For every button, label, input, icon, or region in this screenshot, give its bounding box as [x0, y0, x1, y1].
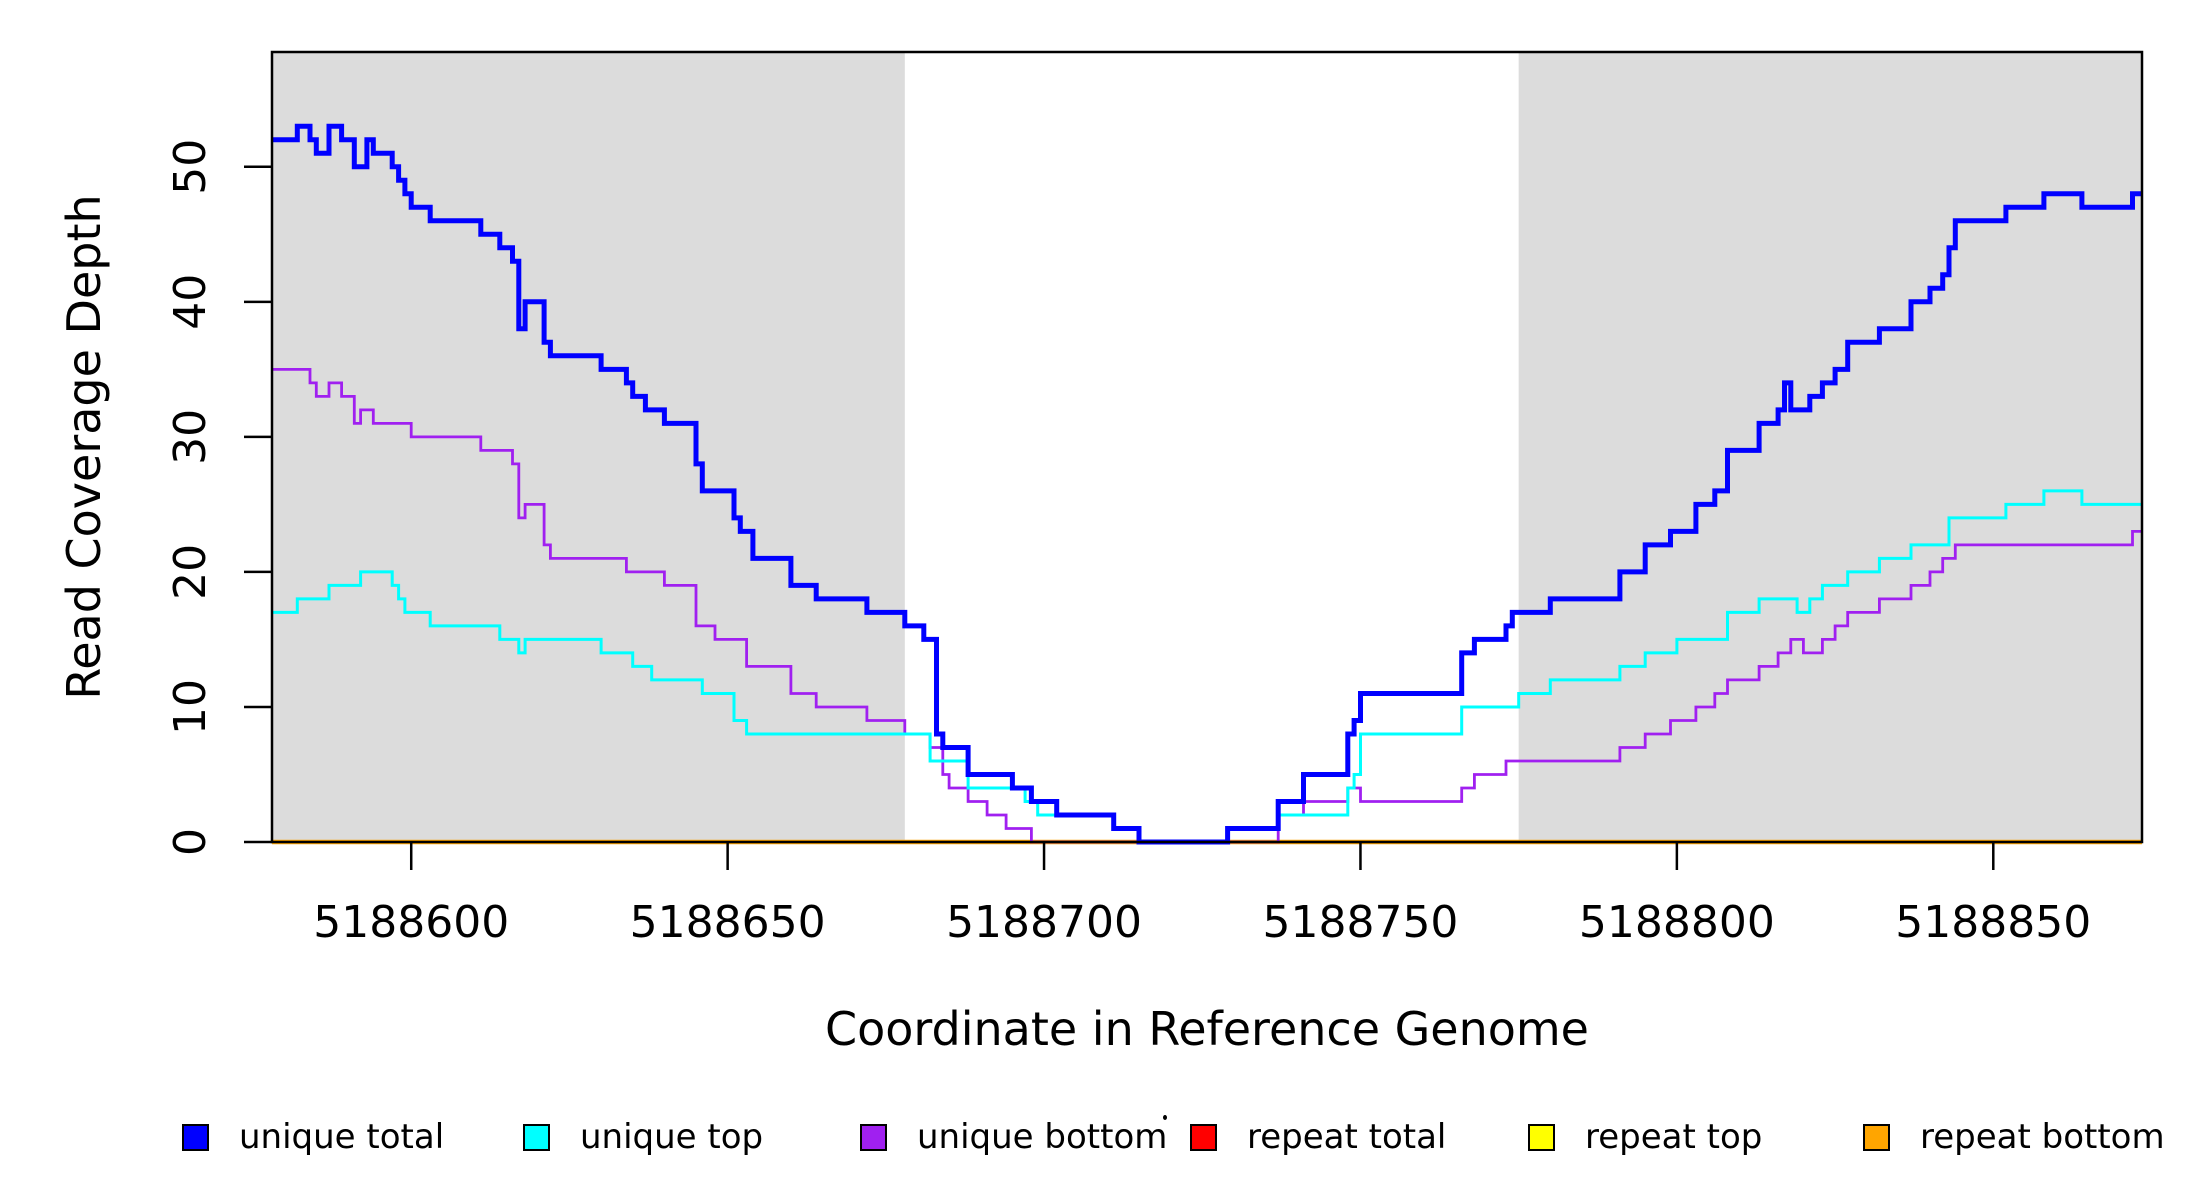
repeat-region-band: [1518, 52, 2142, 842]
y-tick-label: 40: [165, 274, 216, 330]
legend-swatch-icon: [1528, 1123, 1555, 1151]
x-tick-label: 5188750: [1262, 897, 1458, 948]
legend-swatch-icon: [1863, 1123, 1890, 1151]
x-tick-label: 5188600: [313, 897, 509, 948]
x-tick-label: 5188850: [1895, 897, 2091, 948]
legend-swatch-icon: [523, 1123, 550, 1151]
x-tick-label: 5188700: [946, 897, 1142, 948]
legend-swatch-icon: [182, 1123, 209, 1151]
x-tick-label: 5188650: [630, 897, 826, 948]
y-tick-label: 20: [165, 544, 216, 600]
x-tick-label: 5188800: [1579, 897, 1775, 948]
repeat-region-band: [272, 52, 905, 842]
legend-swatch-icon: [860, 1123, 887, 1151]
y-tick-label: 0: [165, 828, 216, 856]
legend-swatch-icon: [1190, 1123, 1217, 1151]
y-tick-label: 10: [165, 679, 216, 735]
legend-label: unique bottom: [917, 1117, 1168, 1157]
legend-item-unique-total: unique total: [182, 1120, 444, 1154]
legend-item-repeat-total: repeat total: [1190, 1120, 1446, 1154]
legend-item-unique-top: unique top: [523, 1120, 763, 1154]
x-axis-title: Coordinate in Reference Genome: [825, 1002, 1589, 1056]
legend-label: repeat total: [1247, 1117, 1447, 1157]
y-tick-label: 30: [165, 409, 216, 465]
repeat-region-shading: [272, 52, 2142, 842]
legend-item-unique-bottom: unique bottom: [860, 1120, 1167, 1154]
series-line-unique-bottom: [272, 368, 2142, 844]
legend-label: repeat bottom: [1920, 1117, 2165, 1157]
axes: 5188600 5188650 5188700 5188750 5188800 51888…: [165, 139, 2091, 948]
legend-label: unique top: [580, 1117, 764, 1157]
plot-border: [270, 50, 2144, 844]
stray-dot: [1163, 1115, 1167, 1120]
y-axis-title: Read Coverage Depth: [57, 194, 111, 699]
y-tick-label: 50: [165, 139, 216, 195]
legend-item-repeat-top: repeat top: [1528, 1120, 1762, 1154]
series-line-unique-total: [272, 123, 2142, 845]
legend-item-repeat-bottom: repeat bottom: [1863, 1120, 2165, 1154]
legend-label: repeat top: [1585, 1117, 1763, 1157]
legend-label: unique total: [239, 1117, 445, 1157]
